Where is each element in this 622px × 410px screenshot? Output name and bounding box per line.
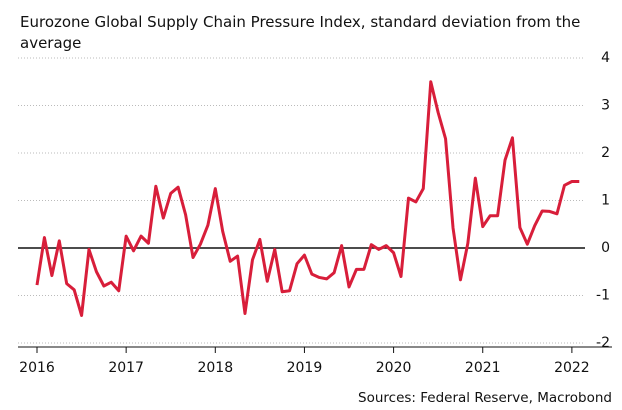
source-note: Sources: Federal Reserve, Macrobond (358, 390, 612, 406)
y-tick-label: 0 (601, 240, 610, 256)
x-tick-label: 2022 (554, 360, 590, 376)
x-tick-label: 2021 (465, 360, 501, 376)
x-tick-label: 2018 (197, 360, 233, 376)
data-line (35, 80, 580, 317)
y-tick-label: 2 (601, 145, 610, 161)
y-tick-label: 3 (601, 98, 610, 114)
y-tick-label: -2 (596, 335, 610, 351)
y-tick-label: 1 (601, 193, 610, 209)
x-tick-label: 2017 (108, 360, 144, 376)
y-tick-label: -1 (596, 288, 610, 304)
x-tick-label: 2016 (19, 360, 55, 376)
x-tick-label: 2019 (287, 360, 323, 376)
chart-title: Eurozone Global Supply Chain Pressure In… (20, 13, 581, 52)
x-tick-label: 2020 (376, 360, 412, 376)
y-tick-label: 4 (601, 50, 610, 66)
